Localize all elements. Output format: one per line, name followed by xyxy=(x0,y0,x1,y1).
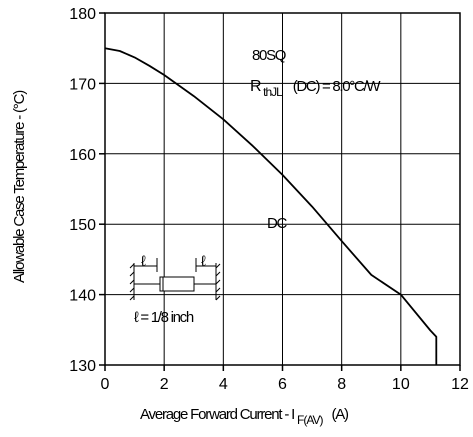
rth-sub: thJL xyxy=(263,85,283,99)
x-tick-label-6: 6 xyxy=(278,376,287,393)
x-tick-label-4: 4 xyxy=(219,376,228,393)
x-tick-label-10: 10 xyxy=(392,376,410,393)
rth-rest: (DC) = 8.0°C/W xyxy=(293,78,382,95)
part-label: 80SQ xyxy=(252,47,286,64)
series-group xyxy=(104,47,438,365)
x-axis-ticks: 0 2 4 6 8 10 12 xyxy=(101,365,469,393)
x-axis-title: Average Forward Current - I F(AV) (A) xyxy=(140,406,349,428)
y-axis-ticks: 130 140 150 160 170 180 xyxy=(69,6,105,375)
rth-r: R xyxy=(250,78,261,95)
curve-label-dc: DC xyxy=(267,215,288,232)
x-tick-label-8: 8 xyxy=(337,376,346,393)
y-tick-label-150: 150 xyxy=(69,217,96,234)
x-tick-label-12: 12 xyxy=(451,376,469,393)
lead-length-right: ℓ xyxy=(201,253,206,270)
x-axis-title-sub: F(AV) xyxy=(297,413,323,427)
y-tick-label-130: 130 xyxy=(69,358,96,375)
y-tick-label-140: 140 xyxy=(69,288,96,305)
x-tick-label-0: 0 xyxy=(101,376,110,393)
rth-label: R thJL (DC) = 8.0°C/W xyxy=(250,78,381,100)
x-axis-title-unit: (A) xyxy=(331,406,349,423)
lead-length-text: ℓ = 1/8 inch xyxy=(134,309,194,326)
y-tick-label-170: 170 xyxy=(69,76,96,93)
x-tick-label-2: 2 xyxy=(160,376,169,393)
grid-lines xyxy=(105,13,460,365)
lead-length-left: ℓ xyxy=(141,253,146,270)
y-tick-label-180: 180 xyxy=(69,6,96,23)
y-tick-label-160: 160 xyxy=(69,147,96,164)
series-line-dc xyxy=(104,47,438,365)
x-axis-title-main: Average Forward Current - I xyxy=(140,406,294,423)
y-axis-title: Allowable Case Temperature - (°C) xyxy=(11,90,28,283)
lead-diagram: ℓ ℓ ℓ = 1/8 inch xyxy=(129,253,221,326)
